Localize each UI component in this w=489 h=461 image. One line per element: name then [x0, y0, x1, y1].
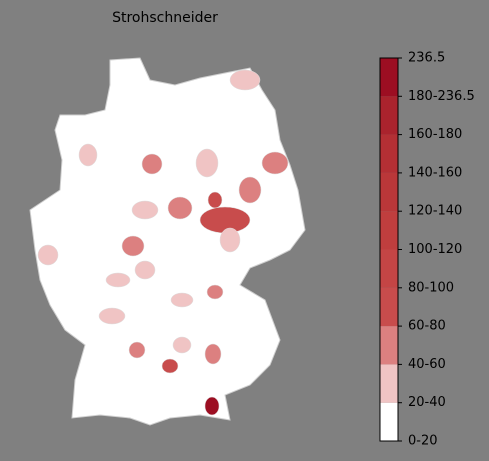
district	[261, 151, 289, 175]
colorbar-bin	[380, 172, 398, 212]
district	[199, 206, 251, 234]
district	[37, 244, 59, 266]
colorbar-bin	[380, 211, 398, 250]
colorbar-tick-label: 236.5	[408, 51, 445, 66]
district	[170, 292, 194, 308]
district	[204, 396, 220, 416]
colorbar-bin	[380, 287, 398, 327]
district	[229, 69, 261, 91]
district	[121, 235, 145, 257]
colorbar-tick-label: 160-180	[408, 127, 462, 142]
district	[172, 336, 192, 354]
district	[161, 358, 179, 374]
district	[134, 260, 156, 280]
colorbar-tick-label: 180-236.5	[408, 89, 475, 104]
district	[98, 307, 126, 325]
district	[78, 143, 98, 167]
country-outline	[29, 57, 306, 426]
district	[238, 176, 262, 204]
colorbar-tick-label: 40-60	[408, 357, 446, 372]
district	[207, 191, 223, 209]
district	[131, 200, 159, 220]
colorbar-bin	[380, 58, 398, 97]
colorbar-bin	[380, 249, 398, 288]
district	[195, 148, 219, 178]
colorbar-bin	[380, 364, 398, 403]
district	[105, 272, 131, 288]
district	[206, 284, 224, 300]
district	[204, 343, 222, 365]
map-title: Strohschneider	[112, 10, 218, 26]
colorbar-tick-label: 20-40	[408, 395, 446, 410]
district	[141, 153, 163, 175]
district	[167, 196, 193, 220]
colorbar-tick-label: 60-80	[408, 319, 446, 334]
colorbar-bin	[380, 96, 398, 135]
colorbar-tick-label: 0-20	[408, 434, 438, 449]
district	[128, 341, 146, 359]
colorbar-tick-label: 80-100	[408, 280, 454, 295]
colorbar-tick-label: 120-140	[408, 204, 462, 219]
colorbar-bin	[380, 402, 398, 441]
colorbar-tick-label: 100-120	[408, 242, 462, 257]
district	[219, 227, 241, 253]
colorbar-bin	[380, 134, 398, 173]
colorbar-bin	[380, 326, 398, 365]
colorbar-tick-label: 140-160	[408, 165, 462, 180]
